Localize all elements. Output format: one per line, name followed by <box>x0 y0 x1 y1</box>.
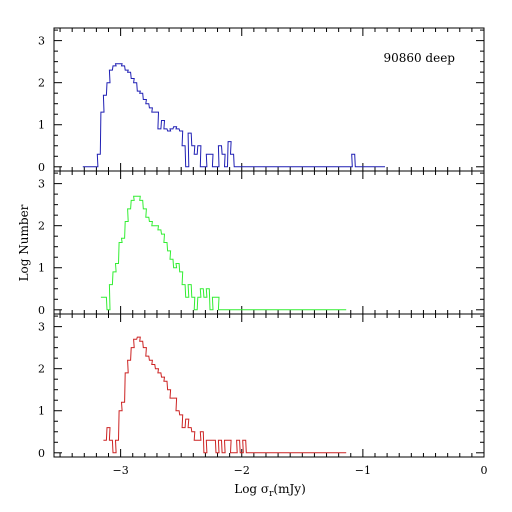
panel-frame <box>53 313 485 458</box>
panel-1: 0 1 2 3 90860 deep <box>38 27 485 174</box>
x-axis-label-unit: (mJy) <box>273 482 305 496</box>
x-tick-label: 0 <box>481 464 488 477</box>
y-tick-label: 2 <box>38 363 45 376</box>
panel-frame <box>53 170 485 315</box>
y-axis-label: Log Number <box>17 204 31 281</box>
panel-2: 0 1 2 3 <box>38 170 485 317</box>
y-tick-label: 1 <box>38 262 45 275</box>
y-tick-label: 0 <box>38 304 45 317</box>
y-tick-label: 0 <box>38 447 45 460</box>
panel-annotation: 90860 deep <box>383 51 455 65</box>
x-axis-label-main: Log σ <box>234 482 269 496</box>
x-tick-label: −3 <box>113 464 129 477</box>
panel-frame <box>53 27 485 172</box>
y-tick-label: 0 <box>38 161 45 174</box>
x-tick-label: −2 <box>234 464 250 477</box>
panels-group: 0 1 2 3 90860 deep 0 1 2 3 0 1 2 3 −3 −2 −1 0 <box>38 27 488 477</box>
y-tick-label: 1 <box>38 405 45 418</box>
y-tick-label: 2 <box>38 220 45 233</box>
y-tick-label: 3 <box>38 178 45 191</box>
histogram-series <box>82 63 385 168</box>
y-tick-label: 2 <box>38 77 45 90</box>
histogram-series <box>103 336 347 454</box>
histogram-series <box>100 195 347 311</box>
panel-3: 0 1 2 3 <box>38 313 485 460</box>
x-axis-label-subscript: r <box>269 489 274 499</box>
x-axis-label: Log σr(mJy) <box>234 482 306 499</box>
y-tick-label: 1 <box>38 119 45 132</box>
y-tick-label: 3 <box>38 35 45 48</box>
y-tick-label: 3 <box>38 321 45 334</box>
x-tick-label: −1 <box>355 464 371 477</box>
